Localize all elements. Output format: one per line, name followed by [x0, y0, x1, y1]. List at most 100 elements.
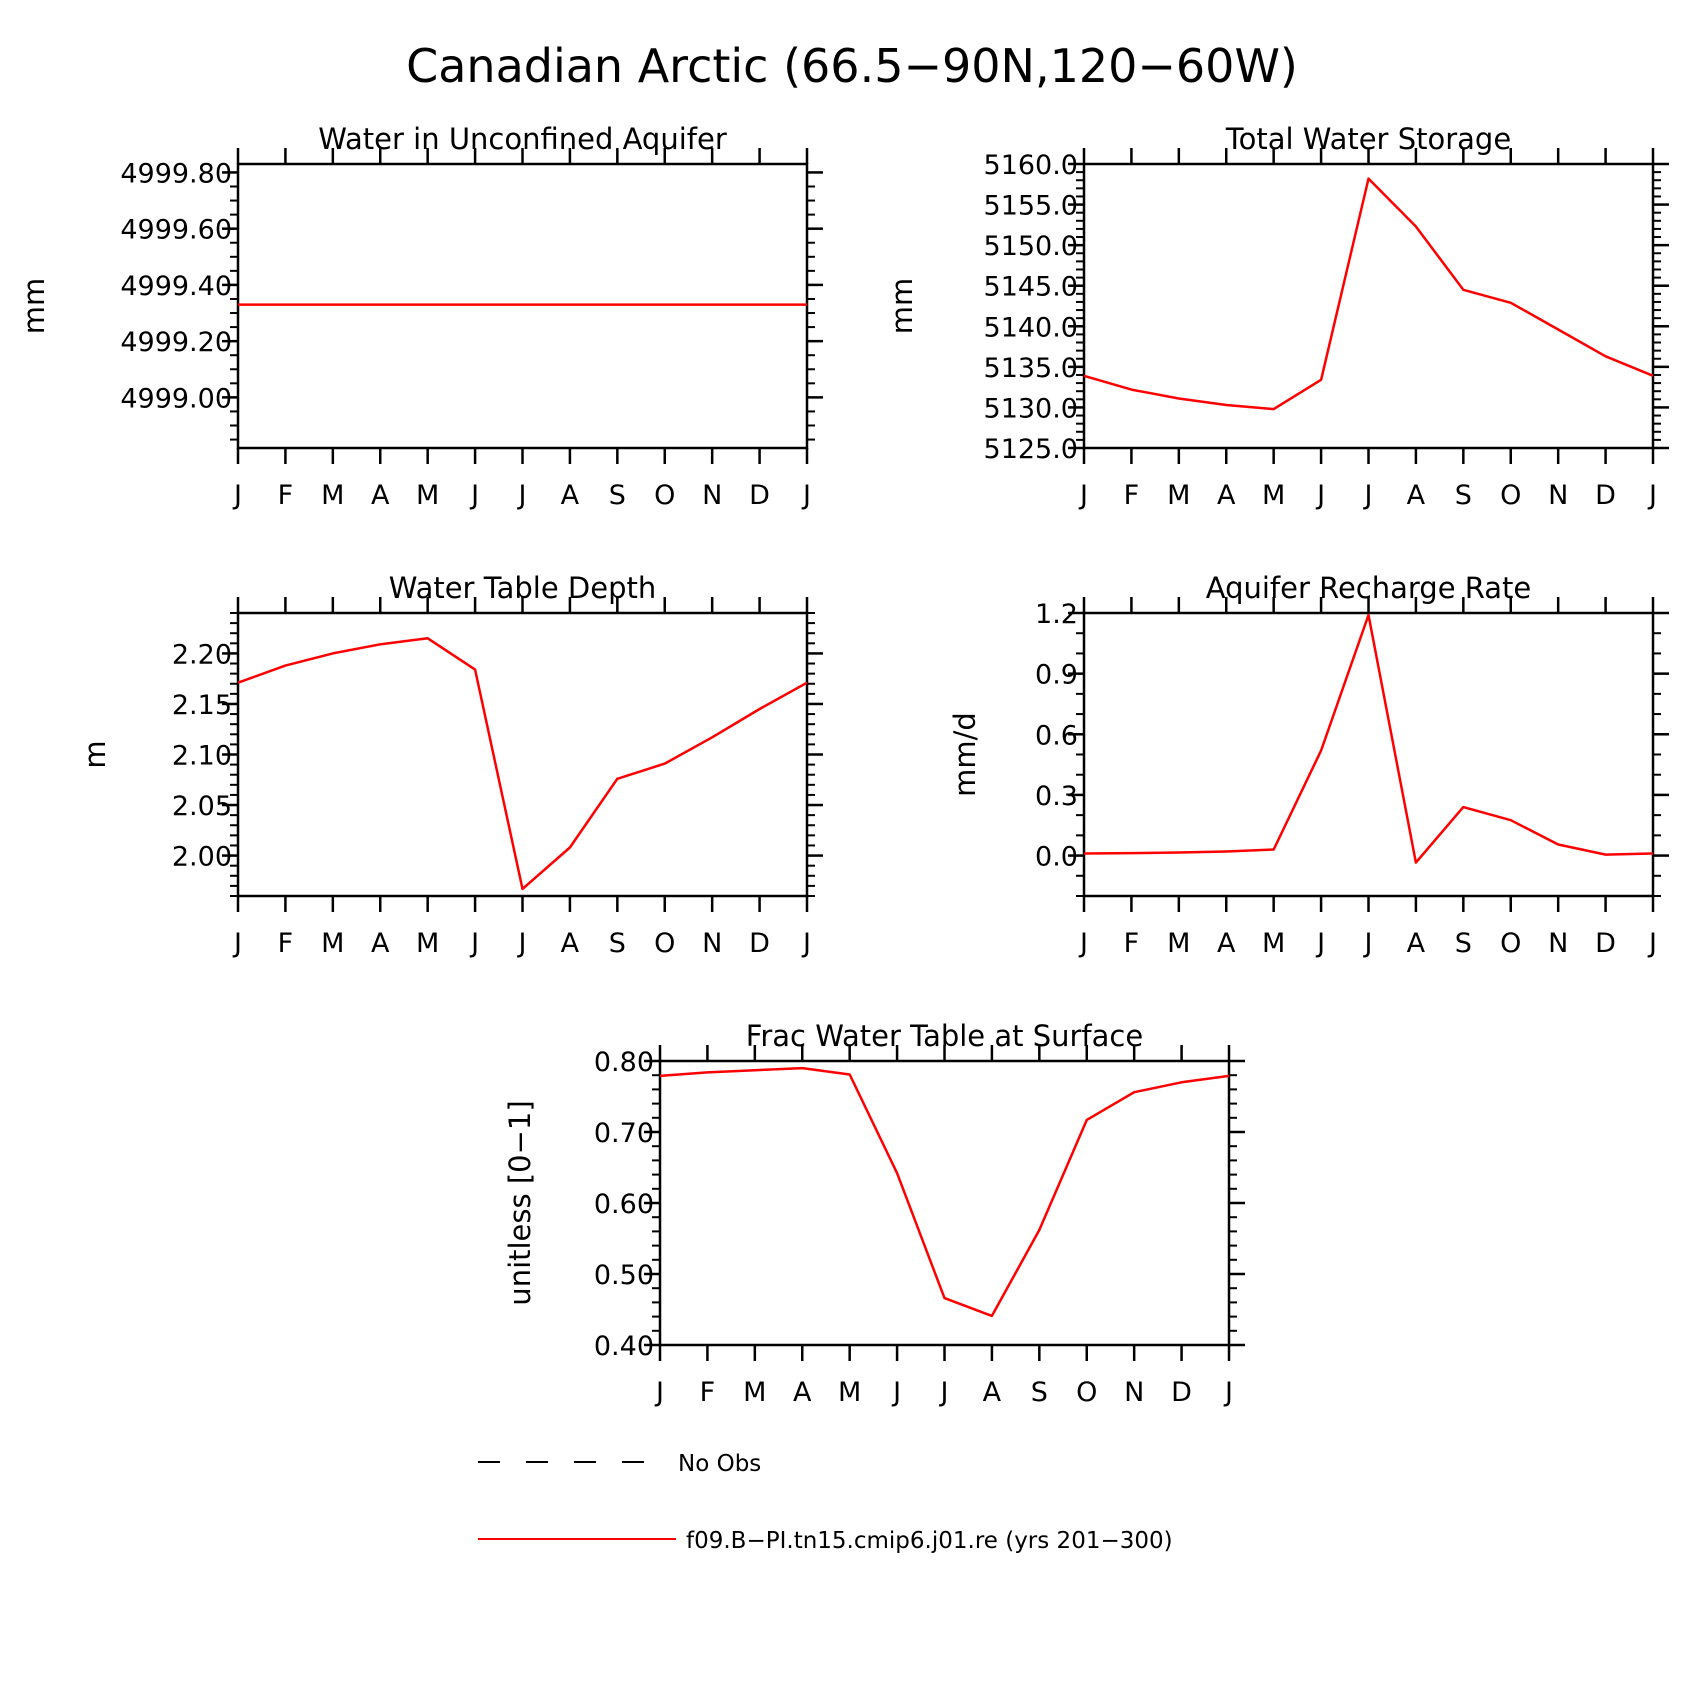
y-axis-label: mm — [885, 278, 919, 335]
series-line-1 — [1083, 613, 1654, 864]
x-tick-label: O — [1500, 480, 1521, 511]
x-tick-label: F — [1124, 480, 1140, 511]
y-tick-label: 0.0 — [1035, 842, 1078, 873]
x-tick-label: D — [1595, 480, 1616, 511]
x-tick-label: M — [743, 1377, 766, 1408]
x-tick-label: D — [749, 928, 770, 959]
y-axis-label: m — [78, 740, 112, 768]
x-tick-label: J — [1647, 928, 1657, 959]
y-axis-label: unitless [0−1] — [503, 1100, 537, 1305]
legend-item-model: f09.B−PI.tn15.cmip6.j01.re (yrs 201−300) — [478, 1528, 1173, 1554]
series-line-1 — [659, 1066, 1230, 1318]
y-tick-label: 0.6 — [1035, 720, 1078, 751]
x-tick-label: S — [609, 480, 626, 511]
x-tick-label: O — [1076, 1377, 1097, 1408]
x-tick-label: A — [371, 480, 390, 511]
x-tick-label: S — [1455, 480, 1472, 511]
y-tick-label: 5135.0 — [984, 353, 1078, 384]
x-tick-label: A — [371, 928, 390, 959]
y-tick-label: 0.70 — [594, 1118, 654, 1149]
x-tick-label: F — [278, 928, 294, 959]
x-tick-label: J — [1078, 928, 1088, 959]
x-tick-label: J — [469, 928, 479, 959]
x-tick-label: N — [1548, 480, 1568, 511]
y-tick-label: 0.50 — [594, 1260, 654, 1291]
x-tick-label: F — [278, 480, 294, 511]
x-tick-label: J — [1315, 480, 1325, 511]
x-tick-label: J — [801, 480, 811, 511]
x-tick-label: J — [1647, 480, 1657, 511]
x-tick-label: J — [232, 480, 242, 511]
x-tick-label: A — [1407, 480, 1426, 511]
x-tick-label: M — [838, 1377, 861, 1408]
figure-title: Canadian Arctic (66.5−90N,120−60W) — [406, 39, 1298, 93]
x-tick-label: J — [1315, 928, 1325, 959]
plot-frame — [1082, 162, 1655, 450]
y-axis-label: mm/d — [948, 712, 982, 797]
y-tick-label: 5130.0 — [984, 393, 1078, 424]
x-tick-label: N — [1124, 1377, 1144, 1408]
y-tick-label: 2.15 — [172, 690, 232, 721]
y-tick-label: 0.9 — [1035, 660, 1078, 691]
x-tick-label: O — [654, 480, 675, 511]
x-tick-label: M — [1262, 928, 1285, 959]
x-tick-label: F — [1124, 928, 1140, 959]
x-tick-label: A — [1407, 928, 1426, 959]
x-tick-label: S — [609, 928, 626, 959]
y-tick-label: 2.00 — [172, 842, 232, 873]
y-tick-label: 5140.0 — [984, 312, 1078, 343]
x-tick-label: O — [654, 928, 675, 959]
x-tick-label: A — [561, 480, 580, 511]
x-tick-label: D — [749, 480, 770, 511]
x-tick-label: M — [1167, 928, 1190, 959]
legend-label-no-obs: No Obs — [678, 1451, 761, 1477]
y-tick-label: 5150.0 — [984, 231, 1078, 262]
x-tick-label: J — [891, 1377, 901, 1408]
y-tick-label: 4999.20 — [120, 327, 232, 358]
y-tick-label: 2.05 — [172, 791, 232, 822]
series-line-1 — [237, 637, 808, 891]
x-tick-label: M — [321, 928, 344, 959]
x-tick-label: A — [561, 928, 580, 959]
x-tick-label: J — [469, 480, 479, 511]
y-tick-label: 5145.0 — [984, 272, 1078, 303]
y-tick-label: 5125.0 — [984, 434, 1078, 465]
plot-frame — [658, 1059, 1231, 1347]
y-tick-label: 1.2 — [1035, 599, 1078, 630]
x-tick-label: J — [939, 1377, 949, 1408]
x-tick-label: M — [416, 480, 439, 511]
x-tick-label: A — [1217, 928, 1236, 959]
x-tick-label: D — [1595, 928, 1616, 959]
x-tick-label: N — [702, 928, 722, 959]
series-line-1 — [1083, 177, 1654, 411]
x-tick-label: J — [232, 928, 242, 959]
x-tick-label: J — [1363, 928, 1373, 959]
x-tick-label: J — [654, 1377, 664, 1408]
x-tick-label: J — [1078, 480, 1088, 511]
x-tick-label: J — [1223, 1377, 1233, 1408]
x-tick-label: M — [416, 928, 439, 959]
x-tick-label: J — [517, 480, 527, 511]
y-tick-label: 0.40 — [594, 1331, 654, 1362]
x-tick-label: O — [1500, 928, 1521, 959]
x-tick-label: A — [983, 1377, 1002, 1408]
x-tick-label: N — [702, 480, 722, 511]
x-tick-label: M — [1167, 480, 1190, 511]
plot-frame — [236, 162, 809, 450]
x-tick-label: A — [1217, 480, 1236, 511]
y-tick-label: 4999.00 — [120, 383, 232, 414]
x-tick-label: F — [700, 1377, 716, 1408]
x-tick-label: S — [1455, 928, 1472, 959]
x-tick-label: J — [801, 928, 811, 959]
x-tick-label: M — [1262, 480, 1285, 511]
x-tick-label: J — [1363, 480, 1373, 511]
y-tick-label: 2.20 — [172, 639, 232, 670]
legend-item-no-obs: No Obs — [478, 1451, 761, 1477]
legend: No Obs f09.B−PI.tn15.cmip6.j01.re (yrs 2… — [478, 1451, 1173, 1554]
